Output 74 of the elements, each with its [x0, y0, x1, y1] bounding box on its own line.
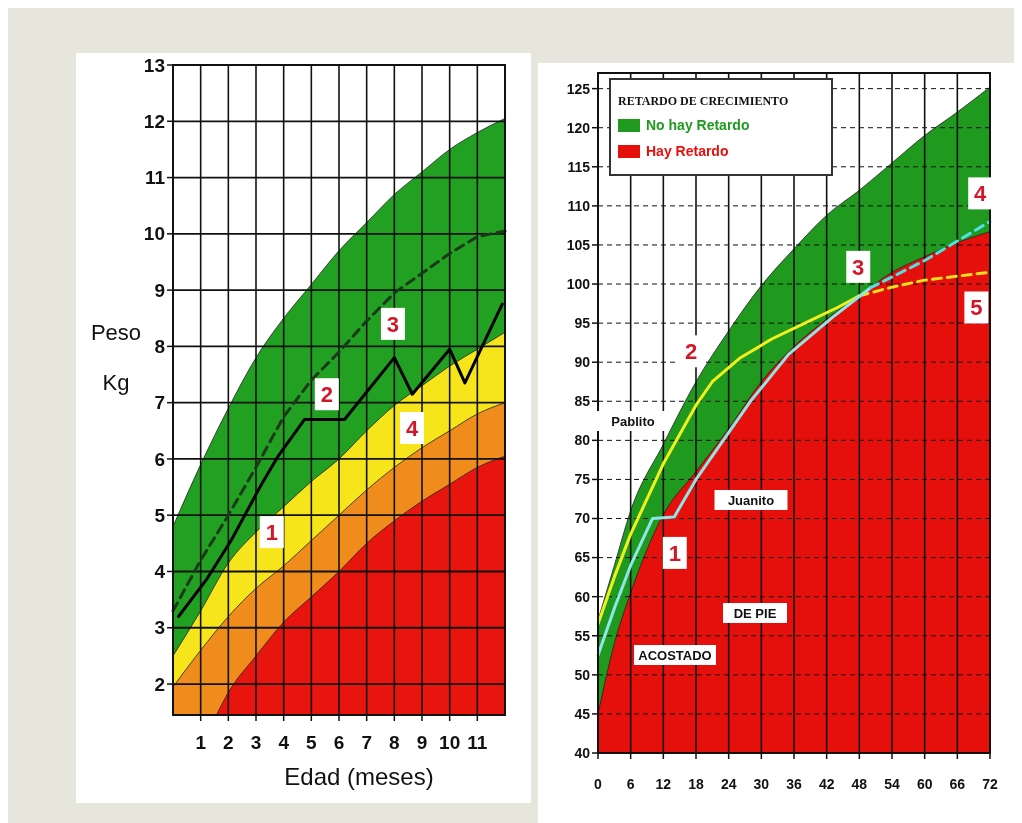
x-tick-label: 10 [439, 732, 461, 753]
x-tick-label: 4 [278, 732, 290, 753]
y-tick-label: 10 [143, 223, 165, 245]
x-tick-label: 11 [467, 732, 488, 753]
x-tick-label: 72 [982, 776, 998, 792]
x-axis-title: Edad (meses) [284, 763, 434, 790]
y-tick-label: 5 [154, 504, 166, 526]
x-tick-label: 54 [884, 776, 900, 792]
annotation: ACOSTADO [638, 647, 712, 663]
x-tick-label: 18 [688, 776, 704, 792]
annotation: 3 [852, 254, 865, 280]
y-tick-label: 12 [143, 110, 165, 132]
annotation: Juanito [727, 492, 775, 508]
y-tick-label: 80 [574, 432, 591, 449]
y-tick-label: 90 [574, 354, 591, 371]
y-tick-label: 60 [574, 588, 591, 605]
y-tick-label: 115 [567, 158, 591, 175]
y-tick-label: 2 [154, 673, 165, 695]
y-tick-label: 95 [574, 315, 591, 332]
y-tick-label: 8 [154, 336, 165, 358]
annotation: 4 [974, 181, 988, 207]
x-tick-label: 8 [389, 732, 400, 753]
text: Hay Retardo [646, 143, 729, 160]
x-tick-label: 7 [361, 732, 372, 753]
y-tick-label: 75 [574, 471, 591, 488]
y-tick-label: 50 [574, 666, 591, 683]
legend-label: No hay Retardo [646, 117, 750, 134]
x-tick-label: 36 [786, 776, 802, 792]
y-tick-label: 110 [567, 197, 591, 214]
x-tick-label: 1 [195, 732, 207, 753]
y-tick-label: 40 [574, 744, 591, 761]
y-tick-label: 3 [154, 617, 165, 639]
annotation: 1 [265, 520, 278, 546]
x-tick-label: 48 [851, 776, 868, 792]
annotation: Pablito [611, 413, 655, 429]
y-tick-label: 9 [154, 279, 165, 301]
annotation: 4 [405, 415, 419, 441]
y-tick-label: 65 [574, 549, 591, 566]
y-tick-label: 120 [566, 119, 591, 136]
x-tick-label: 24 [720, 776, 737, 792]
y-tick-label: 100 [566, 275, 591, 292]
line-series [177, 302, 504, 619]
y-tick-label: 125 [566, 80, 591, 97]
annotation: 2 [684, 339, 698, 365]
x-tick-label: 0 [594, 776, 603, 792]
x-tick-label: 6 [333, 732, 345, 753]
y-tick-label: 70 [574, 510, 591, 527]
y-tick-label: 7 [154, 392, 165, 414]
annotation: 1 [668, 540, 681, 566]
x-tick-label: 9 [416, 732, 428, 753]
x-tick-label: 12 [655, 776, 672, 792]
x-tick-label: 42 [818, 776, 835, 792]
legend-title: RETARDO DE CRECIMIENTO [618, 94, 789, 108]
y-tick-label: 4 [154, 561, 166, 583]
y-tick-label: 105 [566, 236, 591, 253]
annotation: 2 [320, 382, 333, 408]
y-tick-label: 6 [154, 448, 165, 470]
line-series [868, 220, 992, 290]
y-tick-label: 85 [574, 393, 591, 410]
x-tick-label: 2 [223, 732, 234, 753]
x-tick-label: 66 [949, 776, 966, 792]
y-tick-label: 11 [144, 167, 166, 189]
annotation: DE PIE [733, 605, 777, 621]
y-axis-title: Peso Kg [90, 320, 142, 395]
annotation: 5 [970, 295, 983, 321]
x-tick-label: 30 [753, 776, 770, 792]
y-tick-label: 13 [143, 54, 165, 76]
annotation: 3 [386, 311, 400, 337]
y-tick-label: 45 [574, 705, 591, 722]
x-tick-label: 5 [306, 732, 318, 753]
x-tick-label: 60 [916, 776, 933, 792]
x-tick-label: 6 [626, 776, 635, 792]
x-tick-label: 3 [250, 732, 262, 753]
y-tick-label: 55 [574, 627, 591, 644]
